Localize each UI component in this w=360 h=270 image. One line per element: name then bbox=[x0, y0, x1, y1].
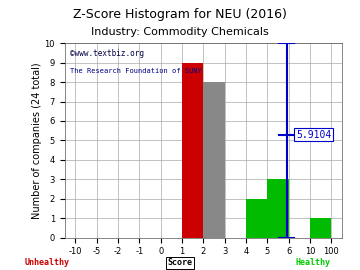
Bar bbox=[246, 199, 267, 238]
Y-axis label: Number of companies (24 total): Number of companies (24 total) bbox=[32, 62, 42, 219]
Bar bbox=[310, 218, 331, 238]
Bar bbox=[203, 82, 225, 238]
Text: Unhealthy: Unhealthy bbox=[24, 258, 69, 267]
Text: ©www.textbiz.org: ©www.textbiz.org bbox=[70, 49, 144, 58]
Text: Z-Score Histogram for NEU (2016): Z-Score Histogram for NEU (2016) bbox=[73, 8, 287, 21]
Bar bbox=[182, 63, 203, 238]
Text: The Research Foundation of SUNY: The Research Foundation of SUNY bbox=[70, 69, 202, 75]
Text: 5.9104: 5.9104 bbox=[296, 130, 331, 140]
Text: Industry: Commodity Chemicals: Industry: Commodity Chemicals bbox=[91, 27, 269, 37]
Bar bbox=[267, 179, 289, 238]
Text: Healthy: Healthy bbox=[296, 258, 331, 267]
Text: Score: Score bbox=[167, 258, 193, 267]
